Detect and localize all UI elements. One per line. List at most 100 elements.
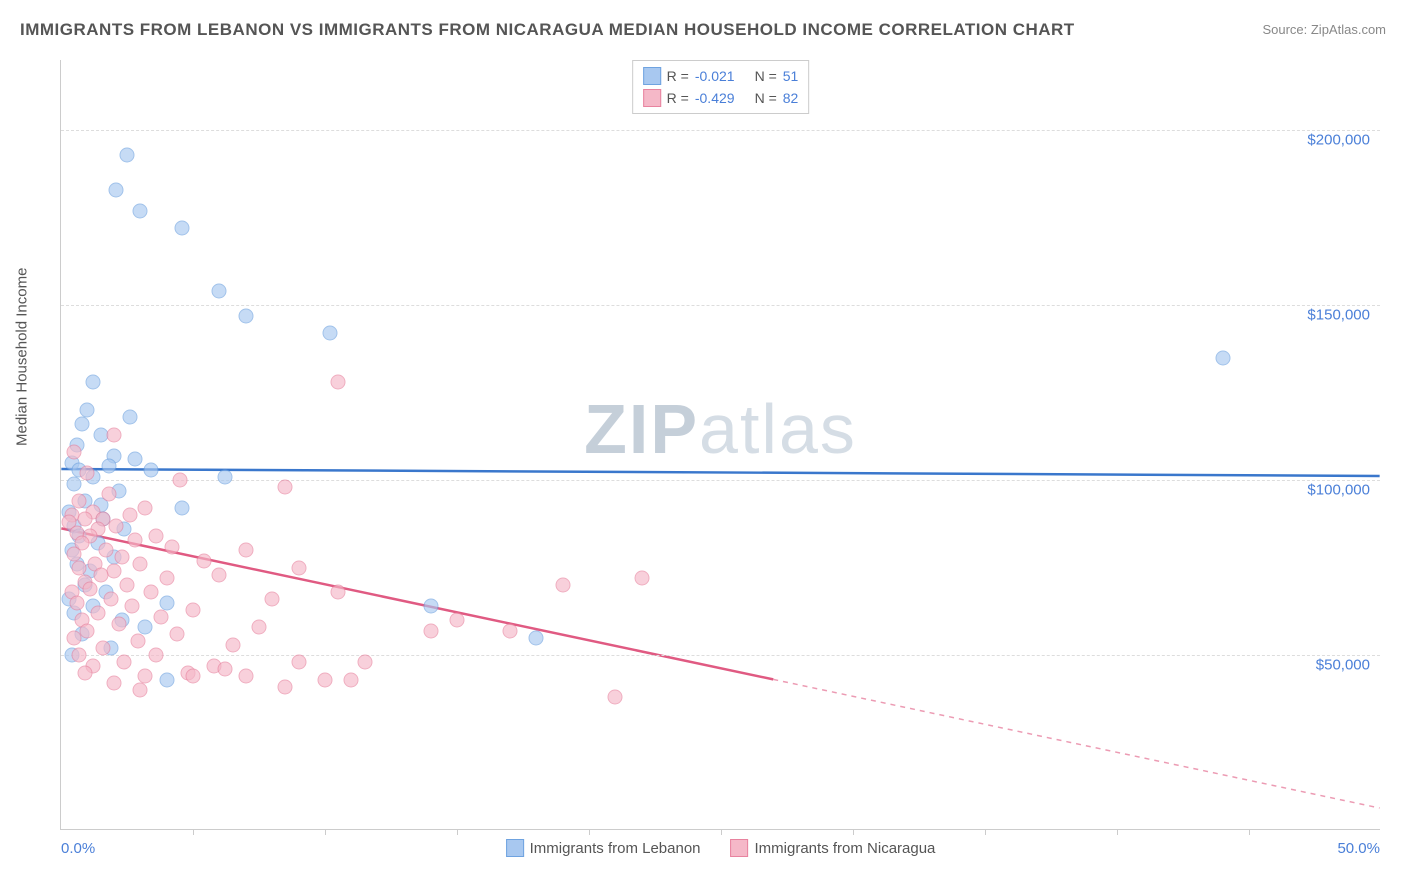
trend-line [61, 469, 1379, 476]
scatter-point-series-1 [331, 375, 346, 390]
scatter-point-series-1 [149, 529, 164, 544]
scatter-point-series-0 [159, 672, 174, 687]
scatter-point-series-1 [127, 532, 142, 547]
scatter-point-series-0 [323, 326, 338, 341]
scatter-point-series-1 [117, 655, 132, 670]
x-axis-max-label: 50.0% [1337, 840, 1380, 857]
scatter-point-series-0 [529, 630, 544, 645]
scatter-point-series-1 [186, 669, 201, 684]
gridline [61, 305, 1380, 306]
scatter-point-series-0 [212, 284, 227, 299]
scatter-point-series-1 [278, 480, 293, 495]
scatter-point-series-1 [72, 560, 87, 575]
scatter-point-series-1 [67, 546, 82, 561]
legend-item-1: Immigrants from Nicaragua [731, 839, 936, 857]
scatter-point-series-0 [217, 469, 232, 484]
scatter-point-series-0 [109, 182, 124, 197]
x-tick [193, 829, 194, 835]
scatter-point-series-0 [75, 417, 90, 432]
scatter-point-series-1 [238, 669, 253, 684]
legend-series: Immigrants from Lebanon Immigrants from … [506, 839, 936, 857]
scatter-point-series-1 [217, 662, 232, 677]
gridline [61, 655, 1380, 656]
scatter-point-series-1 [106, 564, 121, 579]
legend-row-series-0: R = -0.021 N = 51 [643, 65, 799, 87]
scatter-point-series-1 [133, 683, 148, 698]
scatter-point-series-1 [634, 571, 649, 586]
x-tick [1117, 829, 1118, 835]
scatter-point-series-1 [104, 592, 119, 607]
scatter-point-series-1 [357, 655, 372, 670]
x-tick [589, 829, 590, 835]
scatter-point-series-1 [196, 553, 211, 568]
gridline [61, 130, 1380, 131]
scatter-point-series-1 [159, 571, 174, 586]
x-tick [1249, 829, 1250, 835]
scatter-point-series-1 [291, 655, 306, 670]
scatter-point-series-1 [318, 672, 333, 687]
scatter-point-series-1 [344, 672, 359, 687]
chart-container: IMMIGRANTS FROM LEBANON VS IMMIGRANTS FR… [20, 20, 1386, 872]
scatter-point-series-1 [96, 641, 111, 656]
scatter-point-series-1 [450, 613, 465, 628]
y-tick-label: $150,000 [1307, 307, 1370, 324]
scatter-point-series-1 [80, 623, 95, 638]
chart-title: IMMIGRANTS FROM LEBANON VS IMMIGRANTS FR… [20, 20, 1386, 40]
scatter-point-series-1 [423, 623, 438, 638]
scatter-point-series-1 [138, 669, 153, 684]
scatter-point-series-1 [106, 427, 121, 442]
scatter-point-series-1 [133, 557, 148, 572]
scatter-point-series-1 [164, 539, 179, 554]
scatter-point-series-0 [175, 501, 190, 516]
y-tick-label: $50,000 [1316, 657, 1370, 674]
y-axis-title: Median Household Income [14, 268, 31, 446]
scatter-point-series-1 [80, 466, 95, 481]
gridline [61, 480, 1380, 481]
scatter-point-series-1 [67, 445, 82, 460]
x-axis-min-label: 0.0% [61, 840, 95, 857]
scatter-point-series-1 [106, 676, 121, 691]
scatter-point-series-0 [127, 452, 142, 467]
scatter-point-series-1 [265, 592, 280, 607]
legend-bottom-swatch-0 [506, 839, 524, 857]
trend-lines [61, 60, 1380, 829]
scatter-point-series-0 [67, 476, 82, 491]
scatter-point-series-1 [502, 623, 517, 638]
source-label: Source: ZipAtlas.com [1262, 22, 1386, 37]
scatter-point-series-1 [238, 543, 253, 558]
x-tick [721, 829, 722, 835]
scatter-point-series-1 [186, 602, 201, 617]
watermark: ZIPatlas [584, 389, 857, 469]
scatter-point-series-1 [101, 487, 116, 502]
scatter-point-series-0 [80, 403, 95, 418]
scatter-point-series-0 [159, 595, 174, 610]
scatter-point-series-1 [77, 665, 92, 680]
scatter-point-series-1 [112, 616, 127, 631]
scatter-point-series-0 [1215, 350, 1230, 365]
scatter-point-series-1 [212, 567, 227, 582]
x-tick [853, 829, 854, 835]
scatter-point-series-0 [143, 462, 158, 477]
scatter-point-series-1 [90, 606, 105, 621]
scatter-point-series-1 [72, 648, 87, 663]
scatter-point-series-0 [423, 599, 438, 614]
scatter-point-series-1 [130, 634, 145, 649]
scatter-point-series-1 [143, 585, 158, 600]
scatter-point-series-0 [101, 459, 116, 474]
scatter-point-series-1 [120, 578, 135, 593]
scatter-point-series-0 [238, 308, 253, 323]
scatter-point-series-1 [98, 543, 113, 558]
scatter-point-series-0 [138, 620, 153, 635]
scatter-point-series-1 [114, 550, 129, 565]
scatter-point-series-0 [120, 147, 135, 162]
x-tick [457, 829, 458, 835]
scatter-point-series-1 [154, 609, 169, 624]
legend-bottom-swatch-1 [731, 839, 749, 857]
y-tick-label: $100,000 [1307, 482, 1370, 499]
legend-swatch-0 [643, 67, 661, 85]
scatter-point-series-1 [608, 690, 623, 705]
scatter-point-series-0 [122, 410, 137, 425]
trend-line-extrapolated [773, 679, 1379, 808]
scatter-point-series-1 [252, 620, 267, 635]
legend-row-series-1: R = -0.429 N = 82 [643, 87, 799, 109]
